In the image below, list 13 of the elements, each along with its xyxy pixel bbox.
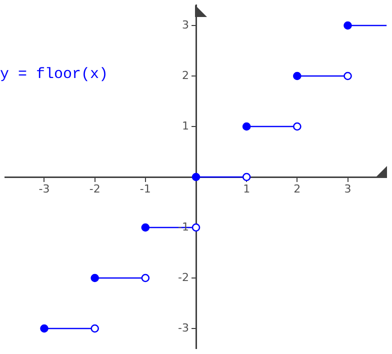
y-tick-label: 3 (182, 18, 189, 32)
y-tick-label: 2 (182, 68, 189, 82)
x-tick-label: -1 (140, 182, 151, 196)
x-tick-label: 1 (243, 182, 250, 196)
point (344, 21, 352, 30)
x-tick-label: -3 (38, 182, 50, 196)
annotation: y = floor(x) (0, 66, 108, 83)
y-tick-label: -3 (178, 321, 189, 334)
x-tick-label: 2 (294, 182, 301, 196)
x-tick-label: -2 (89, 182, 100, 196)
x-tick-label: 3 (344, 182, 352, 196)
y-tick-label: -2 (178, 270, 189, 284)
y-tick-label: 1 (182, 119, 189, 132)
